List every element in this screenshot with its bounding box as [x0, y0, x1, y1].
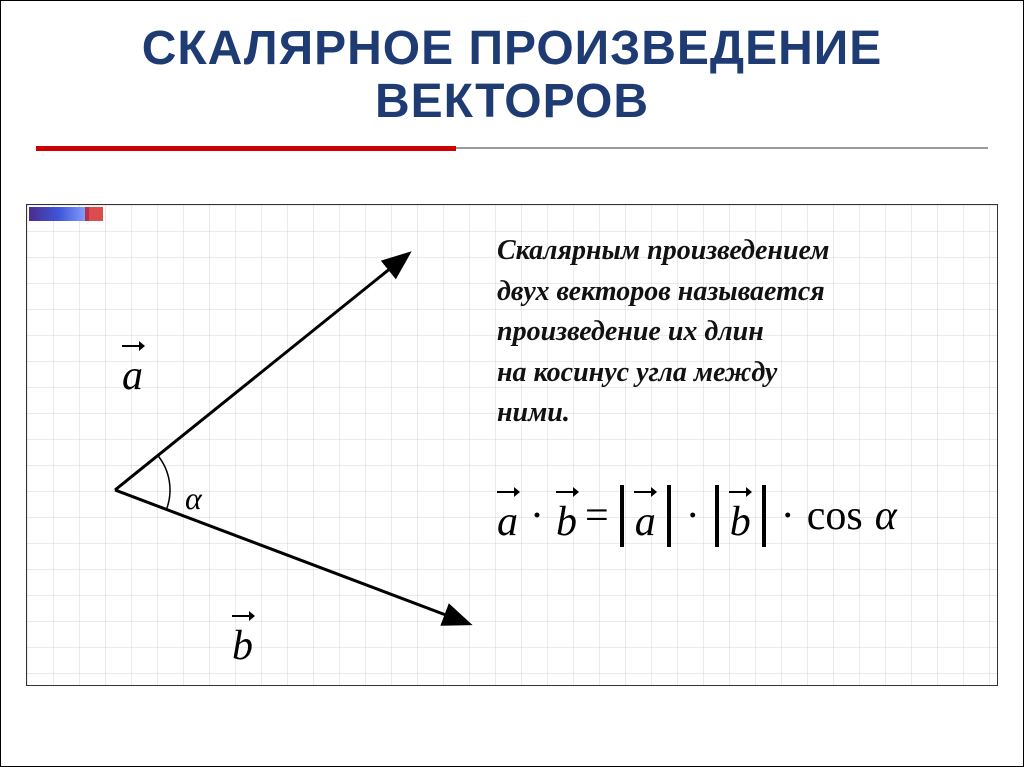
angle-arc: [158, 455, 170, 509]
slide: СКАЛЯРНОЕ ПРОИЗВЕДЕНИЕ ВЕКТОРОВ a b α: [0, 0, 1024, 767]
formula-b: b: [556, 486, 577, 546]
formula-a: a: [497, 486, 518, 546]
abs-bar: [620, 485, 624, 547]
label-vector-b: b: [232, 610, 253, 670]
formula-abs-a: a: [635, 486, 656, 546]
formula-dot-3: ·: [777, 492, 799, 540]
diagram: a b α Скалярным произведением двух векто…: [26, 204, 998, 686]
abs-bar: [667, 485, 671, 547]
vector-b-line: [115, 490, 467, 623]
formula-dot-2: ·: [682, 492, 704, 540]
formula-abs-b: b: [730, 486, 751, 546]
rule-red: [36, 146, 456, 151]
abs-bar: [762, 485, 766, 547]
vector-a-line: [115, 255, 407, 490]
formula-cos: cos: [807, 492, 863, 540]
formula: a · b = a · b · cos α: [497, 485, 897, 547]
definition-text: Скалярным произведением двух векторов на…: [497, 231, 977, 434]
title-line-2: ВЕКТОРОВ: [1, 76, 1023, 129]
formula-dot-1: ·: [526, 492, 548, 540]
label-vector-a: a: [122, 340, 143, 400]
title-rule: [1, 143, 1023, 153]
label-alpha: α: [185, 480, 202, 517]
vector-diagram: [27, 205, 487, 675]
def-line-2: двух векторов называется: [497, 272, 977, 313]
label-a-text: a: [122, 353, 143, 399]
def-line-4: на косинус угла между: [497, 353, 977, 394]
def-line-3: произведение их длин: [497, 312, 977, 353]
title-line-1: СКАЛЯРНОЕ ПРОИЗВЕДЕНИЕ: [1, 23, 1023, 76]
slide-title: СКАЛЯРНОЕ ПРОИЗВЕДЕНИЕ ВЕКТОРОВ: [1, 1, 1023, 129]
formula-alpha: α: [871, 492, 897, 540]
formula-eq: =: [585, 492, 609, 540]
label-b-text: b: [232, 623, 253, 669]
abs-bar: [715, 485, 719, 547]
def-line-5: ними.: [497, 393, 977, 434]
def-line-1: Скалярным произведением: [497, 231, 977, 272]
rule-gray: [456, 147, 988, 149]
